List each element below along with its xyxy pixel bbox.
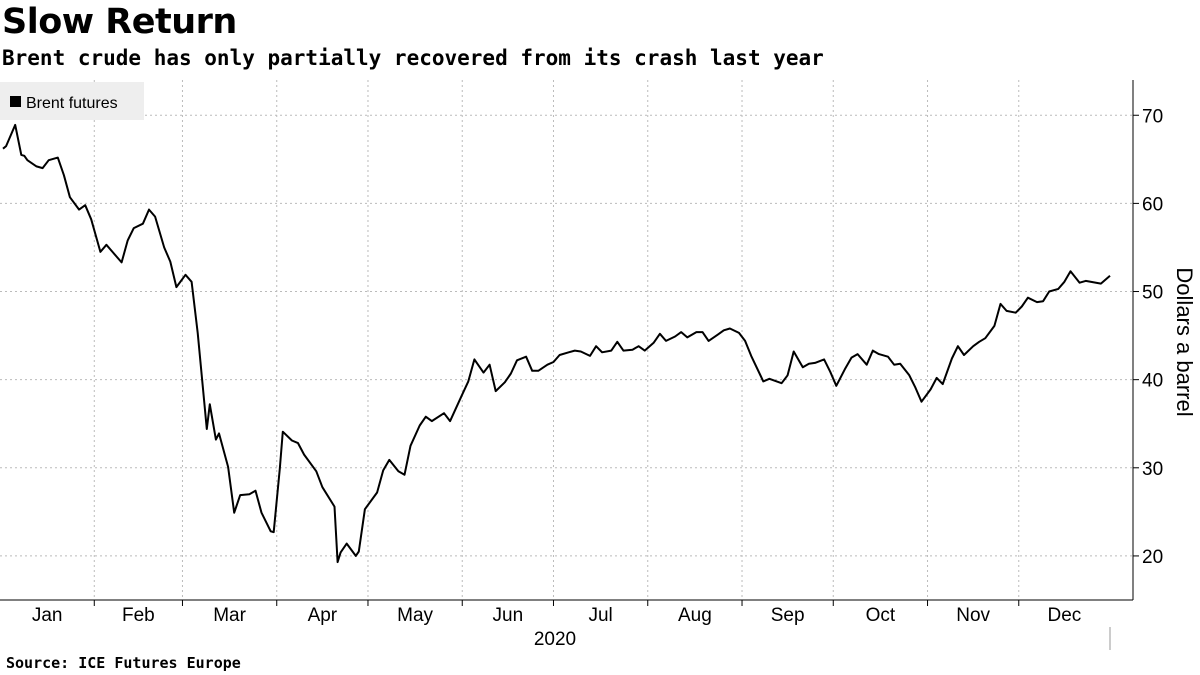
x-tick-label: May — [397, 605, 433, 626]
y-tick-label: 60 — [1142, 194, 1163, 215]
chart-source: Source: ICE Futures Europe — [6, 654, 241, 672]
y-axis-label: Dollars a barrel — [1172, 267, 1197, 416]
x-tick-label: Oct — [866, 605, 896, 626]
y-tick-label: 70 — [1142, 106, 1163, 127]
y-tick-label: 20 — [1142, 547, 1163, 568]
y-tick-label: 50 — [1142, 283, 1163, 304]
series-line-brent-futures — [2, 123, 1111, 564]
x-tick-label: Nov — [956, 605, 990, 626]
y-tick-label: 30 — [1142, 459, 1163, 480]
x-tick-label: Jun — [493, 605, 524, 626]
x-tick-label: Aug — [678, 605, 712, 626]
series-layer — [2, 123, 1111, 564]
legend-background — [0, 82, 144, 120]
chart-subtitle: Brent crude has only partially recovered… — [2, 46, 824, 70]
axes — [0, 80, 1134, 650]
chart-title: Slow Return — [2, 2, 237, 42]
x-axis-year-label: 2020 — [534, 629, 576, 650]
y-ticks: 20 30 40 50 60 70 — [1133, 106, 1163, 568]
x-tick-label: Sep — [771, 605, 805, 626]
legend: Brent futures — [0, 82, 144, 120]
x-tick-label: Mar — [213, 605, 246, 626]
y-tick-label: 40 — [1142, 371, 1163, 392]
x-ticks: Jan Feb Mar Apr May Jun Jul Aug Sep Oct Nov Dec — [32, 600, 1081, 626]
legend-swatch — [10, 96, 21, 107]
x-tick-label: Dec — [1047, 605, 1081, 626]
x-tick-label: Feb — [122, 605, 155, 626]
x-tick-label: Jul — [588, 605, 612, 626]
x-tick-label: Apr — [308, 605, 338, 626]
x-tick-label: Jan — [32, 605, 63, 626]
gridlines — [0, 80, 1133, 600]
legend-label: Brent futures — [26, 95, 118, 112]
